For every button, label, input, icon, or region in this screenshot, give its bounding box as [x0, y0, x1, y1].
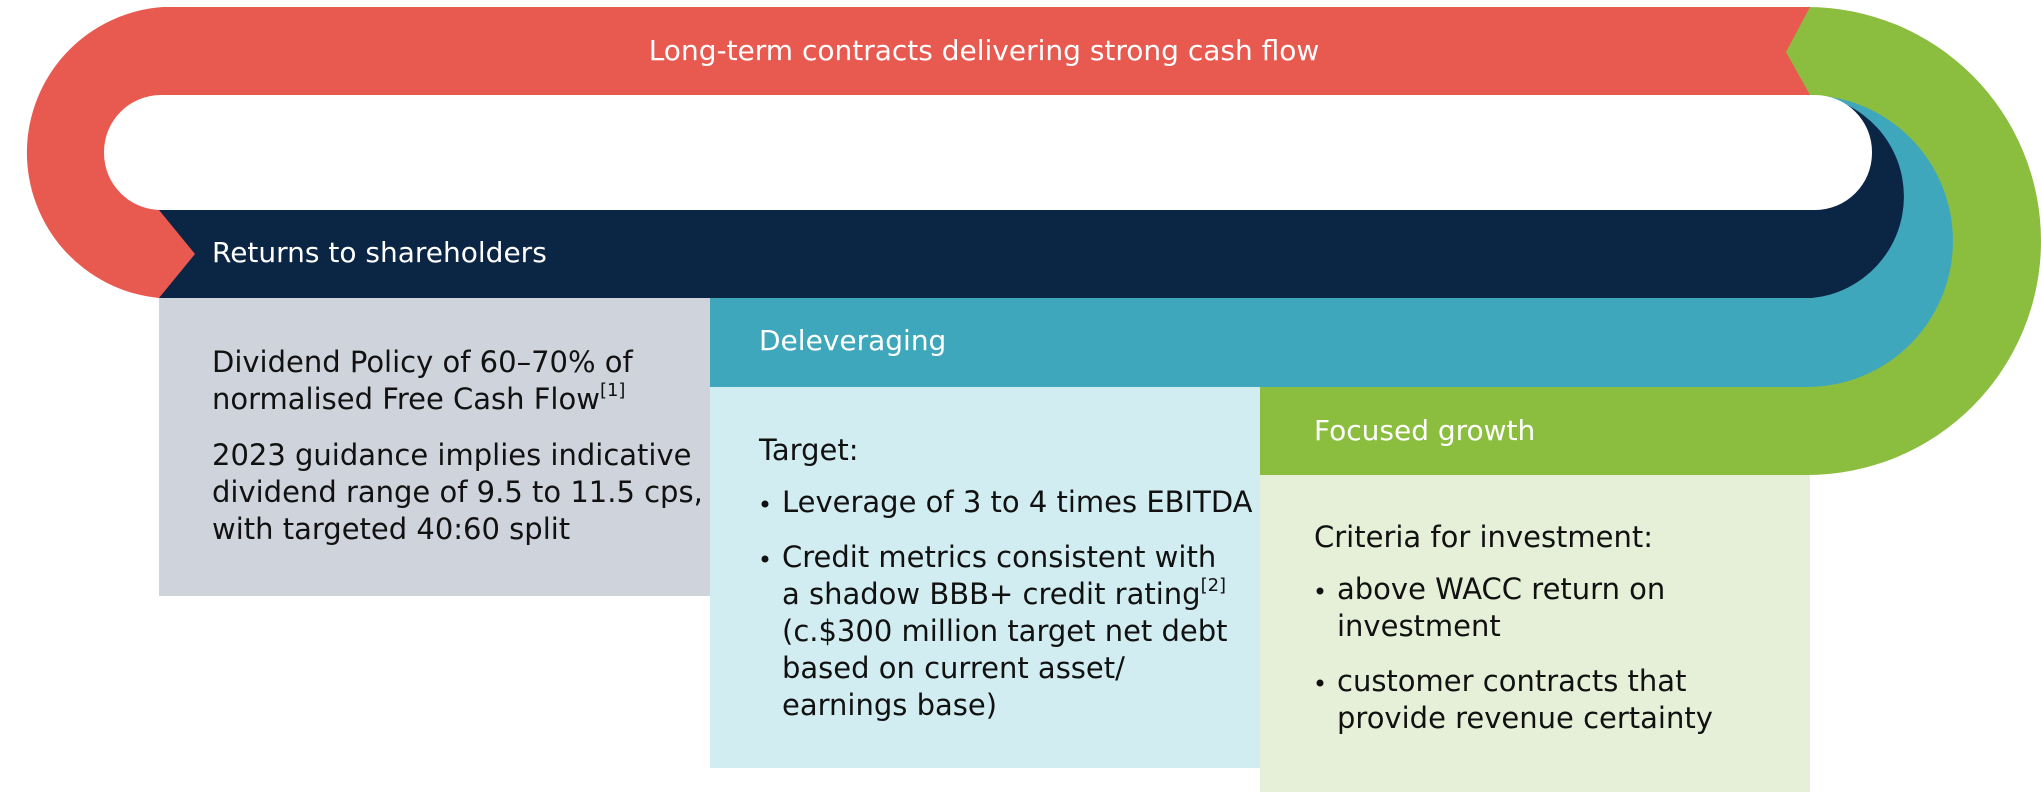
text-line: (c.$300 million target net debt: [782, 614, 1228, 648]
text-line: earnings base): [782, 688, 997, 722]
footnote-ref: [1]: [600, 380, 626, 401]
text-line: Leverage of 3 to 4 times EBITDA: [782, 485, 1253, 519]
red-band: [26, 7, 1810, 298]
deleveraging-box: [710, 387, 1260, 768]
column-title: Returns to shareholders: [212, 236, 547, 269]
growth-box: [1260, 475, 1810, 792]
text-line: 2023 guidance implies indicative: [212, 438, 691, 472]
text-line: dividend range of 9.5 to 11.5 cps,: [212, 475, 703, 509]
text-line: investment: [1337, 609, 1501, 643]
intro: Target:: [758, 433, 859, 467]
top-band-label: Long-term contracts delivering strong ca…: [649, 34, 1320, 67]
text-line: a shadow BBB+ credit rating[2]: [782, 575, 1226, 612]
inner-space: [104, 95, 1872, 210]
line-text: normalised Free Cash Flow: [212, 382, 600, 416]
text-line: customer contracts that: [1337, 664, 1686, 698]
text-line: above WACC return on: [1337, 572, 1665, 606]
navy-band: [159, 95, 1904, 298]
shareholders-box: [159, 298, 710, 596]
text-line: Credit metrics consistent with: [782, 540, 1216, 574]
footnote-ref: [2]: [1201, 575, 1227, 596]
bullet: [1316, 587, 1324, 595]
text-line: based on current asset/: [782, 651, 1125, 685]
column-title: Focused growth: [1314, 414, 1535, 447]
bullet: [761, 500, 769, 508]
text-line: with targeted 40:60 split: [212, 512, 570, 546]
text-line: Dividend Policy of 60–70% of: [212, 345, 633, 379]
line-text: a shadow BBB+ credit rating: [782, 577, 1201, 611]
text-line: provide revenue certainty: [1337, 701, 1713, 735]
bullet: [1316, 679, 1324, 687]
bullet: [761, 555, 769, 563]
column-title: Deleveraging: [759, 324, 946, 357]
intro: Criteria for investment:: [1314, 520, 1653, 554]
text-line: normalised Free Cash Flow[1]: [212, 380, 625, 417]
